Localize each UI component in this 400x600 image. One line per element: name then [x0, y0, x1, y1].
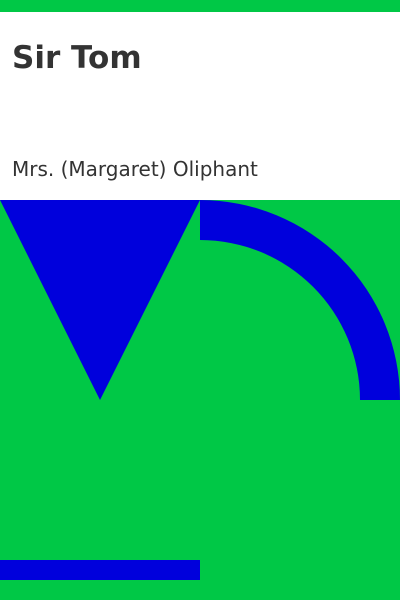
book-author: Mrs. (Margaret) Oliphant [12, 157, 258, 181]
book-title: Sir Tom [12, 40, 142, 76]
triangle-shape [0, 200, 200, 400]
bottom-bar-shape [0, 560, 200, 580]
quarter-ring-shape [200, 200, 400, 400]
title-panel: Sir Tom Mrs. (Margaret) Oliphant [0, 12, 400, 200]
